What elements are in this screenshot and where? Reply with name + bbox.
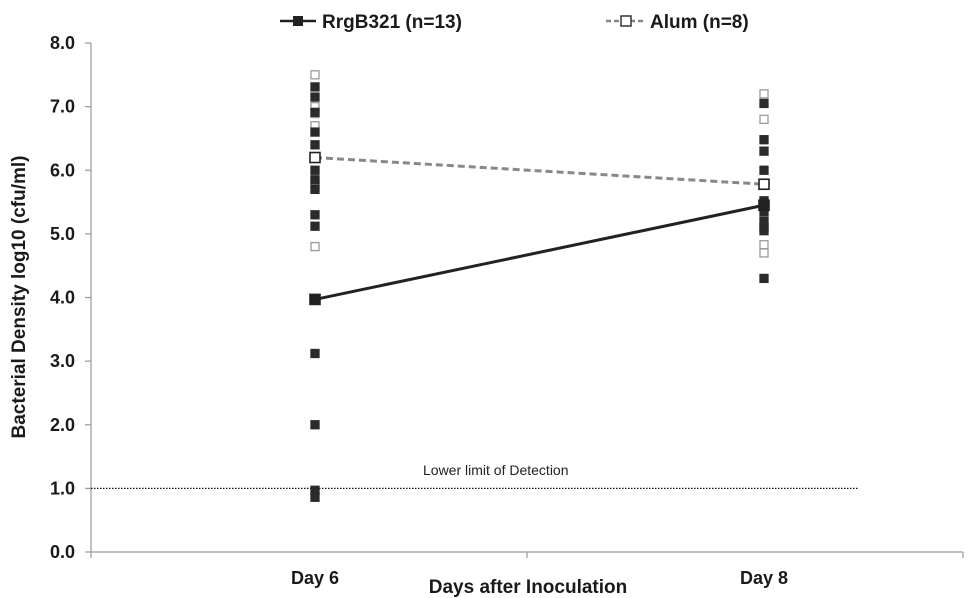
alum-point (759, 89, 769, 99)
mean-lines (314, 156, 765, 301)
rrgb321-mean-line (314, 203, 765, 301)
rrgb321-point (310, 175, 320, 185)
rrgb321-point (310, 492, 320, 502)
y-tick-label: 1.0 (50, 478, 75, 498)
rrgb321-point (310, 165, 320, 175)
y-tick-label: 4.0 (50, 288, 75, 308)
alum-point (310, 70, 320, 80)
rrgb321-point (759, 135, 769, 145)
x-tick-label: Day 6 (291, 568, 339, 588)
legend-marker-alum (620, 15, 632, 27)
legend-label-rrgb321: RrgB321 (n=13) (322, 12, 462, 33)
rrgb321-point (310, 127, 320, 137)
x-ticks: Day 6 Day 8 (90, 552, 964, 588)
lower-limit-label: Lower limit of Detection (423, 462, 569, 478)
rrgb321-point (310, 82, 320, 92)
rrgb321-point (759, 226, 769, 236)
y-tick-label: 6.0 (50, 160, 75, 180)
alum-mean-line (314, 156, 765, 186)
rrgb321-point (759, 146, 769, 156)
rrgb321-point (310, 221, 320, 231)
x-tick-label: Day 8 (740, 568, 788, 588)
alum-point (310, 241, 320, 252)
y-tick-label: 2.0 (50, 415, 75, 435)
rrgb321-point (759, 165, 769, 175)
rrgb321-point (310, 92, 320, 102)
y-axis-title: Bacterial Density log10 (cfu/ml) (9, 156, 30, 439)
y-tick-label: 7.0 (50, 97, 75, 117)
legend-marker-rrgb321 (293, 16, 303, 26)
y-tick-label: 5.0 (50, 224, 75, 244)
rrgb321-point (759, 273, 769, 284)
rrgb321-point (310, 210, 320, 220)
rrgb321-point (310, 140, 320, 150)
rrgb321-mean-marker (309, 293, 321, 306)
rrgb321-point (759, 98, 769, 109)
data-points (309, 70, 770, 502)
legend-label-alum: Alum (n=8) (650, 12, 749, 33)
alum-point (759, 114, 769, 124)
alum-point (759, 248, 769, 258)
axes: 0.0 1.0 2.0 3.0 4.0 5.0 6.0 7.0 8.0 Day 6 Day 8 (50, 33, 964, 588)
rrgb321-point (310, 420, 320, 430)
reference-line-group: Lower limit of Detection (91, 462, 858, 489)
alum-mean-marker (758, 178, 770, 191)
y-tick-label: 3.0 (50, 351, 75, 371)
rrgb321-point (310, 184, 320, 194)
x-axis-title: Days after Inoculation (429, 577, 628, 598)
rrgb321-point (310, 348, 320, 359)
legend-item-alum: Alum (n=8) (606, 12, 749, 33)
rrgb321-mean-marker (758, 199, 770, 212)
y-ticks: 0.0 1.0 2.0 3.0 4.0 5.0 6.0 7.0 8.0 (50, 33, 91, 562)
legend-item-rrgb321: RrgB321 (n=13) (280, 12, 462, 33)
alum-point (759, 240, 769, 250)
y-tick-label: 0.0 (50, 542, 75, 562)
alum-mean-marker (309, 151, 321, 164)
rrgb321-point (310, 107, 320, 118)
y-tick-label: 8.0 (50, 33, 75, 53)
legend: RrgB321 (n=13) Alum (n=8) (280, 12, 749, 33)
